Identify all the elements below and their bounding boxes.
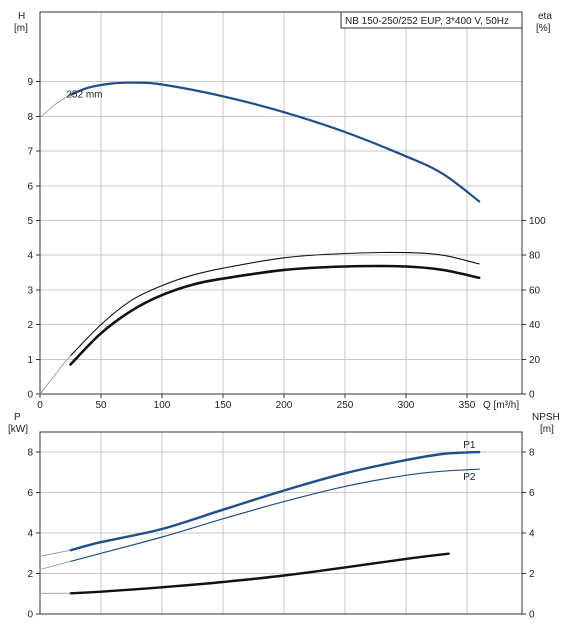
eta-tick-label: 40 xyxy=(529,320,541,331)
bottom-chart-frame xyxy=(39,431,523,615)
x-tick-label: 50 xyxy=(95,400,107,411)
bottom-series-thin-2 xyxy=(39,549,71,557)
title-box xyxy=(340,11,523,29)
h-tick-label: 5 xyxy=(27,216,33,227)
top-right-axis-label-line2: [%] xyxy=(536,23,551,34)
npsh-tick-label: 2 xyxy=(529,569,535,580)
bottom-series-npsh-4 xyxy=(69,552,450,595)
chart-title: NB 150-250/252 EUP, 3*400 V, 50Hz xyxy=(345,16,509,27)
x-tick-label: 250 xyxy=(337,400,354,411)
top-series-thin-1 xyxy=(39,94,71,119)
top-series-thin-4 xyxy=(39,355,71,395)
h-tick-label: 7 xyxy=(27,147,33,158)
eta-tick-label: 60 xyxy=(529,285,541,296)
bottom-left-axis-label-line2: [kW] xyxy=(8,424,28,435)
h-tick-label: 8 xyxy=(27,112,33,123)
bottom-right-axis-label-line2: [m] xyxy=(540,424,554,435)
x-tick-label: 350 xyxy=(459,400,476,411)
x-tick-label: 150 xyxy=(215,400,232,411)
top-left-axis-label-line1: H xyxy=(18,11,25,22)
eta-tick-label: 20 xyxy=(529,355,541,366)
x-tick-label: 300 xyxy=(398,400,415,411)
top-series-eta_thin-2 xyxy=(69,251,480,357)
eta-tick-label: 100 xyxy=(529,216,546,227)
top-chart-frame xyxy=(39,11,523,395)
p-tick-label: 0 xyxy=(27,610,33,621)
h-tick-label: 6 xyxy=(27,181,33,192)
x-tick-label: 0 xyxy=(37,400,43,411)
p-tick-label: 6 xyxy=(27,488,33,499)
top-series-eta_thick-3 xyxy=(69,264,481,366)
top-left-axis-label-line2: [m] xyxy=(14,23,28,34)
h-tick-label: 0 xyxy=(27,390,33,401)
eta-tick-label: 0 xyxy=(529,390,535,401)
h-tick-label: 9 xyxy=(27,77,33,88)
npsh-tick-label: 4 xyxy=(529,529,535,540)
series-label-p2: P2 xyxy=(463,472,476,483)
p-tick-label: 4 xyxy=(27,529,33,540)
npsh-tick-label: 0 xyxy=(529,610,535,621)
npsh-tick-label: 6 xyxy=(529,488,535,499)
top-chart-series xyxy=(39,81,481,395)
x-tick-label: 100 xyxy=(154,400,171,411)
top-chart-ticks: 0 50 100 150 200 250 300 350 0 1 2 3 4 5 6 7 8 9 0 20 40 60 80… xyxy=(27,77,546,411)
p-tick-label: 8 xyxy=(27,448,33,459)
annotation-impeller-diameter: 252 mm xyxy=(66,90,102,101)
bottom-series-thin-3 xyxy=(39,560,71,570)
bottom-left-axis-label-line1: P xyxy=(14,412,21,423)
bottom-series-power_thick-0 xyxy=(69,450,481,552)
h-tick-label: 2 xyxy=(27,320,33,331)
top-series-head-0 xyxy=(69,81,481,203)
npsh-tick-label: 8 xyxy=(529,448,535,459)
bottom-series-power_thin-1 xyxy=(69,468,480,562)
top-right-axis-label-line1: eta xyxy=(538,11,552,22)
bottom-chart-grid xyxy=(40,432,522,614)
bottom-chart-series xyxy=(39,450,481,595)
top-chart-grid xyxy=(40,12,522,394)
p-tick-label: 2 xyxy=(27,569,33,580)
series-label-p1: P1 xyxy=(463,440,476,451)
bottom-right-axis-label-line1: NPSH xyxy=(532,412,560,423)
eta-tick-label: 80 xyxy=(529,251,541,262)
h-tick-label: 4 xyxy=(27,251,33,262)
bottom-chart-ticks: 0 2 4 6 8 0 2 4 6 8 xyxy=(27,448,535,621)
x-tick-label: 200 xyxy=(276,400,293,411)
x-axis-label: Q [m³/h] xyxy=(483,400,519,411)
h-tick-label: 1 xyxy=(27,355,33,366)
h-tick-label: 3 xyxy=(27,285,33,296)
